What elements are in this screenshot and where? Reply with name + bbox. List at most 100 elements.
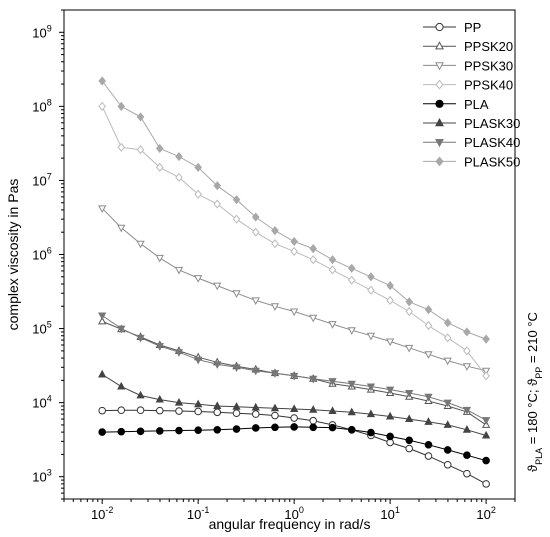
series-layer — [98, 76, 491, 488]
series-ppsk40 — [98, 101, 490, 381]
data-point — [443, 333, 452, 343]
data-point — [155, 406, 164, 415]
y-axis-title: complex viscosity in Pas — [5, 179, 21, 331]
data-point — [213, 199, 222, 209]
data-point — [251, 212, 260, 222]
data-point — [424, 452, 433, 460]
data-point — [347, 425, 356, 434]
data-point — [405, 390, 414, 398]
legend-item: PPSK40 — [423, 78, 513, 93]
data-point — [251, 297, 260, 306]
data-point — [424, 351, 433, 359]
data-point — [385, 386, 395, 395]
data-point — [309, 416, 318, 425]
data-point — [290, 372, 299, 381]
data-point — [174, 349, 184, 357]
data-point — [386, 295, 394, 305]
data-point — [117, 101, 126, 111]
data-point — [405, 444, 413, 453]
legend: PP PPSK20 PPSK30 PPSK40 PLA PLASK30 PLASK40 PLA… — [423, 20, 520, 169]
data-point — [463, 346, 471, 356]
data-point — [328, 265, 337, 275]
data-point — [271, 423, 279, 432]
data-point — [424, 417, 433, 425]
data-point — [271, 239, 279, 249]
data-point — [136, 145, 145, 155]
data-point — [328, 406, 337, 415]
data-point — [290, 404, 299, 412]
data-point — [443, 357, 452, 366]
data-point — [232, 425, 241, 433]
data-point — [232, 290, 241, 298]
data-point — [251, 402, 260, 411]
legend-item: PLASK40 — [423, 135, 520, 150]
data-point — [136, 390, 145, 399]
data-point — [385, 411, 395, 420]
data-point — [251, 367, 260, 376]
data-point — [98, 312, 107, 321]
data-point — [175, 151, 183, 162]
legend-item: PPSK30 — [423, 58, 513, 73]
data-point — [347, 407, 356, 416]
data-point — [213, 401, 222, 409]
data-point — [424, 393, 433, 402]
data-point — [155, 162, 164, 172]
data-point — [270, 303, 280, 311]
legend-label: PPSK20 — [464, 39, 513, 54]
data-point — [443, 420, 452, 428]
data-point — [462, 406, 472, 415]
data-point — [271, 411, 279, 420]
data-point — [136, 427, 145, 436]
data-point — [424, 440, 433, 449]
data-point — [251, 410, 260, 418]
data-point — [405, 344, 414, 353]
series-ppsk30 — [98, 205, 491, 376]
legend-item: PLASK30 — [423, 116, 520, 131]
data-point — [424, 305, 433, 315]
data-point — [232, 402, 241, 410]
data-point — [194, 426, 202, 434]
data-point — [481, 417, 491, 425]
data-point — [251, 227, 260, 237]
data-point — [481, 367, 491, 376]
data-point — [367, 428, 375, 437]
data-point — [462, 425, 472, 433]
data-point — [309, 405, 318, 413]
data-point — [347, 327, 356, 335]
data-point — [194, 189, 202, 199]
legend-marker — [435, 62, 444, 71]
legend-label: PLA — [464, 97, 489, 112]
data-point — [482, 480, 490, 488]
data-point — [98, 406, 106, 415]
data-point — [443, 318, 452, 328]
legend-label: PLASK30 — [464, 116, 520, 131]
series-plask50 — [98, 76, 490, 344]
data-point — [290, 423, 298, 431]
data-point — [328, 378, 337, 386]
data-point — [482, 334, 490, 344]
data-point — [232, 195, 241, 205]
data-point — [213, 408, 222, 417]
data-point — [309, 423, 318, 432]
data-point — [328, 321, 337, 329]
data-point — [232, 214, 241, 224]
legend-marker — [435, 99, 444, 108]
data-point — [117, 427, 126, 436]
data-point — [98, 76, 106, 86]
legend-item: PLA — [423, 97, 489, 112]
data-point — [136, 240, 145, 249]
data-point — [232, 409, 241, 418]
series-plask40 — [98, 312, 491, 425]
data-point — [482, 371, 490, 381]
data-point — [174, 397, 184, 406]
data-point — [290, 308, 299, 317]
data-point — [463, 469, 471, 478]
data-point — [174, 266, 184, 275]
data-point — [290, 414, 298, 422]
data-point — [117, 406, 126, 415]
legend-item: PP — [423, 20, 481, 35]
data-point — [328, 255, 337, 265]
data-point — [309, 255, 318, 265]
data-point — [481, 430, 491, 439]
